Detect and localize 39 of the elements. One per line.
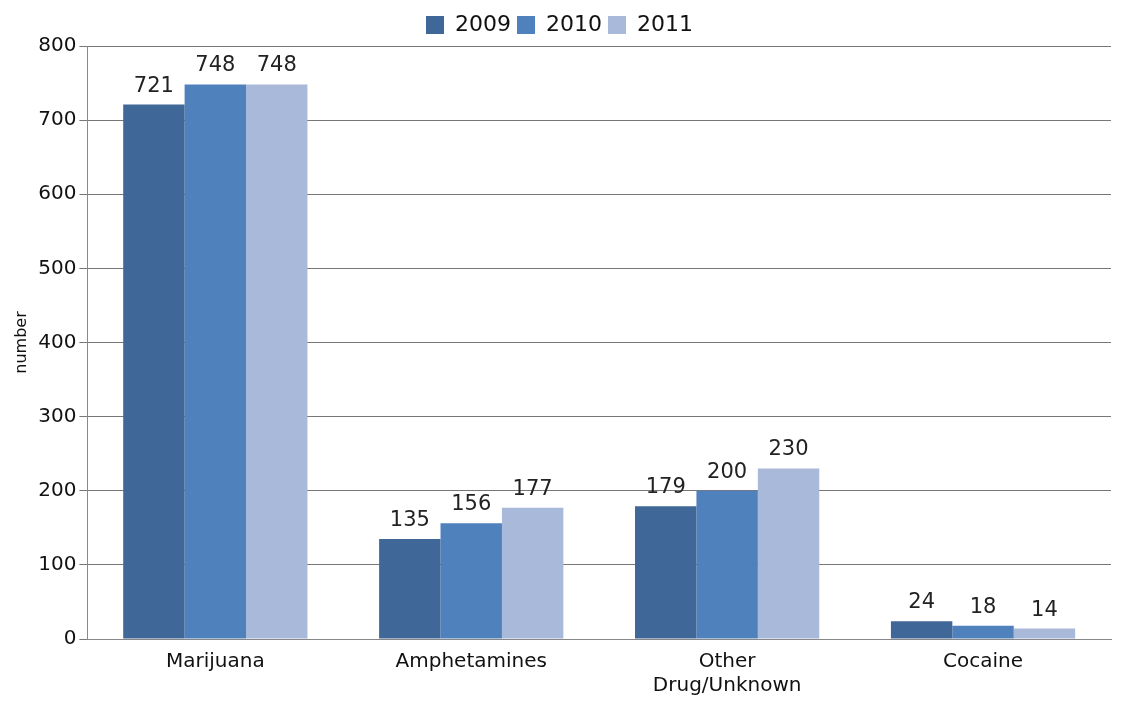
bar bbox=[696, 490, 758, 639]
y-tick-label: 500 bbox=[38, 254, 77, 279]
y-tick-label: 200 bbox=[38, 476, 77, 501]
x-tick-label: Amphetamines bbox=[395, 648, 547, 673]
bar bbox=[1013, 628, 1076, 639]
legend-label: 2009 bbox=[455, 10, 512, 36]
data-label: 200 bbox=[707, 458, 748, 483]
y-axis-title: number bbox=[10, 310, 30, 374]
y-tick-label: 300 bbox=[38, 402, 77, 427]
legend-label: 2011 bbox=[636, 10, 693, 36]
data-label: 135 bbox=[389, 506, 430, 531]
data-label: 230 bbox=[768, 436, 809, 461]
data-label: 748 bbox=[256, 52, 297, 77]
y-tick-label: 0 bbox=[63, 625, 77, 650]
bar bbox=[952, 625, 1014, 639]
x-tick-label: Marijuana bbox=[165, 648, 265, 673]
data-label: 748 bbox=[195, 52, 236, 77]
data-label: 24 bbox=[908, 589, 935, 614]
data-label: 14 bbox=[1031, 596, 1058, 621]
bar bbox=[635, 506, 697, 639]
y-tick-label: 700 bbox=[38, 106, 77, 131]
data-label: 18 bbox=[969, 593, 997, 618]
bar bbox=[501, 507, 564, 639]
data-label: 721 bbox=[133, 72, 174, 97]
y-tick-label: 400 bbox=[38, 328, 77, 353]
bar bbox=[246, 84, 308, 639]
bar bbox=[440, 523, 502, 639]
bar bbox=[123, 104, 185, 639]
bar bbox=[757, 468, 820, 639]
y-tick-label: 100 bbox=[38, 551, 77, 576]
x-tick-label: Other Drug/Unknown bbox=[652, 648, 802, 697]
bar bbox=[184, 84, 247, 639]
bar bbox=[379, 538, 441, 639]
legend-label: 2010 bbox=[546, 10, 603, 36]
y-tick-label: 600 bbox=[38, 180, 77, 205]
x-tick-label: Cocaine bbox=[943, 648, 1024, 673]
bar bbox=[890, 621, 953, 639]
y-tick-label: 800 bbox=[38, 32, 77, 57]
data-label: 156 bbox=[451, 491, 492, 516]
